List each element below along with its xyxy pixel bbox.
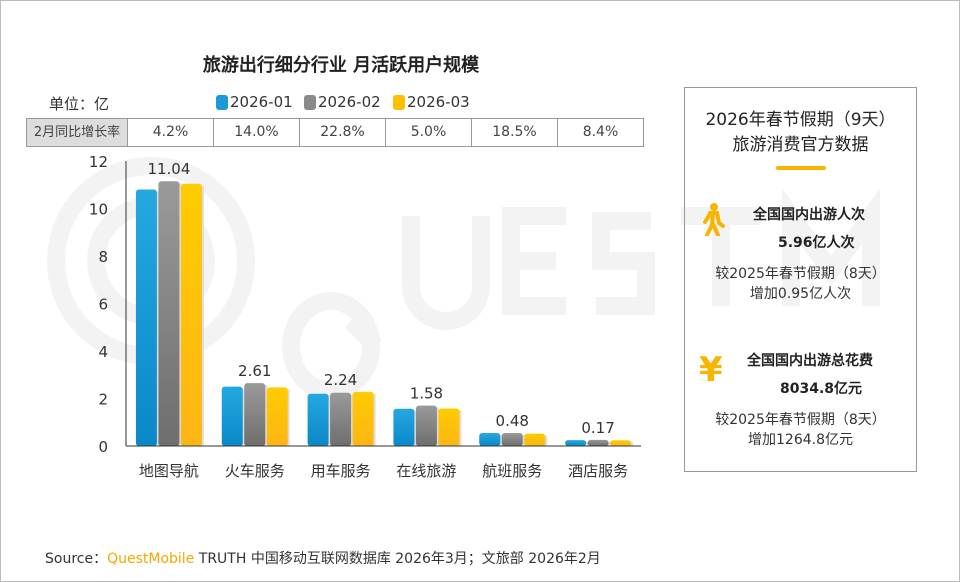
bar-2026-01 [565,440,587,446]
source-note: Source：QuestMobile TRUTH 中国移动互联网数据库 2026… [45,551,601,567]
x-tick-label: 在线旅游 [396,462,456,480]
bar-2026-03 [180,183,202,447]
panel-title-line1: 2026年春节假期（9天） [705,110,896,130]
x-tick-label: 酒店服务 [568,462,628,480]
bar-2026-03 [438,408,460,446]
yoy-cell: 22.8% [299,119,385,146]
panel-title-line2: 旅游消费官方数据 [732,135,869,155]
x-tick-label: 用车服务 [311,462,371,480]
bar-2026-03 [524,433,546,446]
walking-person-icon [703,203,725,236]
bar-2026-02 [415,405,437,446]
y-tick-label: 2 [98,391,108,409]
legend-item-2026-01: 2026-01 [216,93,293,111]
x-tick-label: 航班服务 [482,462,542,480]
holiday-stats-panel: 2026年春节假期（9天） 旅游消费官方数据 ¥ 全国国内出游人次 5.96亿人次… [684,87,917,472]
yoy-cell: 14.0% [213,119,299,146]
unit-label: 单位：亿 [49,95,110,113]
spend-title: 全国国内出游总花费 [747,353,873,369]
bar-2026-02 [158,181,180,446]
bar-2026-02 [330,392,352,446]
data-label: 0.48 [496,412,529,430]
trips-title: 全国国内出游人次 [753,207,865,223]
yoy-cell: 8.4% [557,119,643,146]
x-tick-label: 地图导航 [139,462,199,480]
yoy-cell: 5.0% [385,119,471,146]
bar-2026-02 [587,439,609,446]
x-tick-label: 火车服务 [225,462,285,480]
spend-compare: 较2025年春节假期（8天） 增加1264.8亿元 [715,412,886,448]
yoy-cell: 4.2% [127,119,213,146]
yoy-cell: 18.5% [471,119,557,146]
bar-2026-02 [501,432,523,446]
y-tick-label: 6 [98,296,108,314]
bar-2026-03 [266,387,288,446]
data-label: 2.24 [324,371,357,389]
y-tick-label: 8 [98,248,108,266]
data-label: 11.04 [147,160,190,178]
data-label: 2.61 [238,362,271,380]
trips-value: 5.96亿人次 [778,235,855,251]
data-label: 1.58 [410,385,443,403]
trips-compare: 较2025年春节假期（8天） 增加0.95亿人次 [715,266,886,302]
y-tick-label: 12 [89,153,108,171]
yuan-icon: ¥ [699,350,723,390]
bar-2026-01 [135,189,157,446]
legend-item-2026-03: 2026-03 [393,93,470,111]
bar-2026-03 [610,440,632,446]
y-tick-label: 4 [98,343,108,361]
bar-2026-01 [479,432,501,446]
data-label: 0.17 [581,419,614,437]
bar-2026-03 [352,391,374,446]
chart-title: 旅游出行细分行业 月活跃用户规模 [202,55,480,76]
yoy-table: 2月同比增长率 4.2% 14.0% 22.8% 5.0% 18.5% 8.4% [26,118,644,147]
bar-2026-01 [221,386,243,446]
accent-divider [775,166,826,170]
spend-value: 8034.8亿元 [780,381,863,397]
bar-chart: 0 2 4 6 8 10 12 11.04 地图导航 2.61 火车服务 2.24 用车服务 1.58 在线… [89,153,641,480]
yoy-header: 2月同比增长率 [27,119,127,146]
legend-item-2026-02: 2026-02 [304,93,381,111]
bar-2026-01 [307,393,329,446]
bar-2026-02 [244,383,266,446]
y-tick-label: 0 [98,438,108,456]
y-tick-label: 10 [89,201,108,219]
bar-2026-01 [393,408,415,446]
